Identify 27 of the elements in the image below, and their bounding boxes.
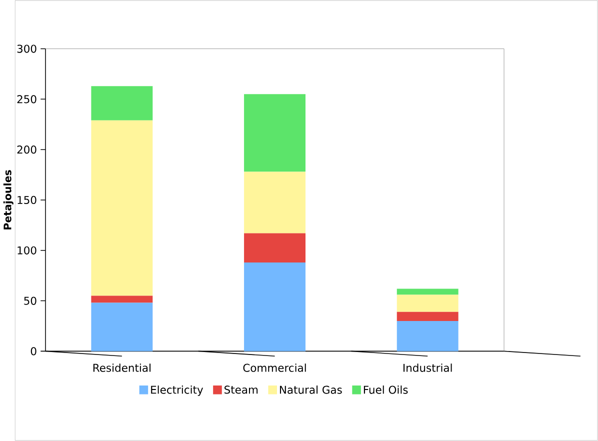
bar [91,86,153,120]
bar [396,312,458,321]
x-tick-label: Residential [93,364,150,372]
bar [244,94,306,172]
y-tick-label: 300 [17,44,36,53]
bar [91,120,153,296]
bar [91,302,153,352]
y-tick-label: 150 [18,196,36,204]
y-tick-label: 200 [17,146,36,154]
bar [244,233,306,262]
y-tick-label: 100 [18,246,36,254]
bar [396,320,458,352]
bar [244,262,306,352]
legend-label: Electricity [151,386,204,396]
x-tick-label: Industrial [403,364,452,372]
y-tick-label: 50 [24,296,36,305]
legend-label: Natural Gas [280,386,342,394]
bar [91,296,153,303]
legend-label: Fuel Oils [364,386,408,394]
y-tick-label: 0 [30,347,36,356]
legend-label: Steam [224,386,258,394]
y-tick-label: 250 [17,95,36,104]
y-axis-title: Petajoules [3,170,14,230]
bar [396,294,458,312]
bar [396,288,458,295]
x-tick-label: Commercial [243,364,306,372]
bar [244,172,306,234]
